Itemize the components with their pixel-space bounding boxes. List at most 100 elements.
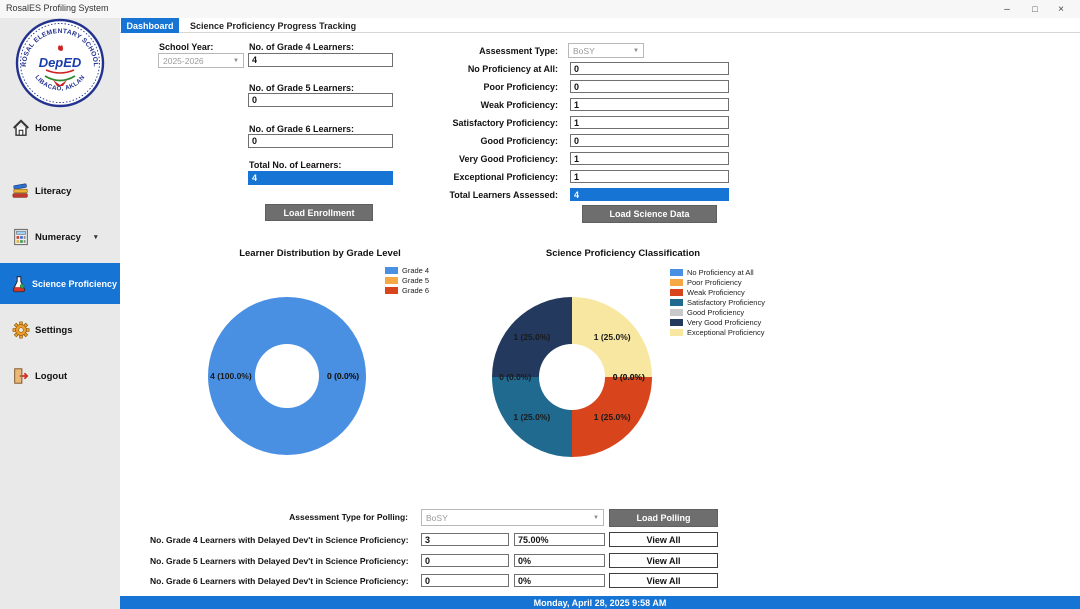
no-proficiency-label: No Proficiency at All: xyxy=(467,64,558,74)
legend-label: Grade 4 xyxy=(402,266,430,275)
assessment-type-dropdown[interactable]: BoSY ▼ xyxy=(568,43,644,58)
very-good-proficiency-input[interactable] xyxy=(570,152,729,165)
sidebar-item-settings[interactable]: Settings xyxy=(12,320,72,340)
good-proficiency-input[interactable] xyxy=(570,134,729,147)
legend-swatch xyxy=(670,279,683,286)
sidebar: ROSAL ELEMENTARY SCHOOL LIBACAO, AKLAN D… xyxy=(0,18,120,609)
school-year-dropdown[interactable]: 2025-2026 ▼ xyxy=(158,53,244,68)
weak-proficiency-input[interactable] xyxy=(570,98,729,111)
legend-swatch xyxy=(670,299,683,306)
polling-grade5-count-input[interactable] xyxy=(421,554,509,567)
legend-label: Poor Proficiency xyxy=(687,278,742,287)
chevron-down-icon[interactable]: ▾ xyxy=(93,234,98,241)
chevron-down-icon: ▼ xyxy=(233,57,239,64)
load-polling-button[interactable]: Load Polling xyxy=(609,509,718,527)
legend-label: Grade 5 xyxy=(402,276,430,285)
satisfactory-proficiency-input[interactable] xyxy=(570,116,729,129)
sidebar-item-science-proficiency[interactable]: Science Proficiency xyxy=(0,263,120,304)
load-science-data-button[interactable]: Load Science Data xyxy=(582,205,717,223)
chart1-donut: 4 (100.0%) 0 (0.0%) 0 (0.0%) xyxy=(208,297,366,455)
very-good-proficiency-label: Very Good Proficiency: xyxy=(458,154,558,164)
polling-type-dropdown[interactable]: BoSY ▼ xyxy=(421,509,604,526)
weak-proficiency-label: Weak Proficiency: xyxy=(480,100,558,110)
polling-grade6-percent-input[interactable] xyxy=(514,574,605,587)
view-all-grade4-button[interactable]: View All xyxy=(609,532,718,547)
sidebar-item-logout[interactable]: Logout xyxy=(12,366,67,386)
grade5-label: No. of Grade 5 Learners: xyxy=(249,83,355,93)
tab-dashboard[interactable]: Dashboard xyxy=(121,18,179,33)
total-learners-assessed-input[interactable] xyxy=(570,188,729,201)
polling-row-grade4: No. Grade 4 Learners with Delayed Dev't … xyxy=(150,532,730,547)
assessment-row: Poor Proficiency: xyxy=(430,80,731,93)
slice-label: 0 (0.0%) xyxy=(327,371,360,381)
poor-proficiency-label: Poor Proficiency: xyxy=(483,82,558,92)
legend-label: No Proficiency at All xyxy=(687,268,754,277)
slice-label: 1 (25.0%) xyxy=(593,412,631,423)
view-all-grade5-button[interactable]: View All xyxy=(609,553,718,568)
exceptional-proficiency-input[interactable] xyxy=(570,170,729,183)
window-title: RosalES Profiling System xyxy=(6,3,109,13)
sidebar-item-numeracy[interactable]: Numeracy ▾ xyxy=(12,227,97,247)
view-all-grade6-button[interactable]: View All xyxy=(609,573,718,588)
total-learners-assessed-label: Total Learners Assessed: xyxy=(449,190,558,200)
grade5-input[interactable] xyxy=(248,93,393,107)
slice-label: 0 (0.0%) xyxy=(499,372,532,382)
tab-science-proficiency-progress-tracking[interactable]: Science Proficiency Progress Tracking xyxy=(190,20,357,31)
total-learners-input[interactable] xyxy=(248,171,393,185)
poor-proficiency-input[interactable] xyxy=(570,80,729,93)
chevron-down-icon: ▼ xyxy=(593,514,599,521)
assessment-type-value: BoSY xyxy=(573,45,595,56)
sidebar-item-label: Science Proficiency xyxy=(32,278,118,289)
sidebar-item-label: Home xyxy=(35,122,62,134)
total-learners-label: Total No. of Learners: xyxy=(249,160,342,170)
legend-item: Grade 4 xyxy=(385,266,429,275)
polling-grade5-percent-input[interactable] xyxy=(514,554,605,567)
sidebar-item-label: Logout xyxy=(35,370,68,382)
legend-item: Grade 6 xyxy=(385,286,429,295)
polling-row-grade6: No. Grade 6 Learners with Delayed Dev't … xyxy=(150,573,730,588)
school-year-label: School Year: xyxy=(159,42,214,52)
polling-grade6-count-input[interactable] xyxy=(421,574,509,587)
polling-grade6-label: No. Grade 6 Learners with Delayed Dev't … xyxy=(150,576,409,586)
sidebar-item-home[interactable]: Home xyxy=(12,118,61,138)
maximize-button[interactable]: □ xyxy=(1032,4,1038,14)
satisfactory-proficiency-label: Satisfactory Proficiency: xyxy=(452,118,558,128)
legend-item: Satisfactory Proficiency xyxy=(670,298,765,307)
legend-swatch xyxy=(670,319,683,326)
assessment-row: Good Proficiency: xyxy=(430,134,731,147)
load-enrollment-button[interactable]: Load Enrollment xyxy=(265,204,373,221)
chart2-legend: No Proficiency at All Poor Proficiency Wea… xyxy=(670,268,765,338)
polling-grade4-percent-input[interactable] xyxy=(514,533,605,546)
legend-swatch xyxy=(670,269,683,276)
legend-swatch xyxy=(385,277,398,284)
minimize-button[interactable]: – xyxy=(1004,3,1010,15)
legend-swatch xyxy=(385,287,398,294)
school-logo: ROSAL ELEMENTARY SCHOOL LIBACAO, AKLAN D… xyxy=(15,18,105,108)
sidebar-item-literacy[interactable]: Literacy xyxy=(12,181,71,201)
legend-label: Good Proficiency xyxy=(687,308,745,317)
status-datetime: Monday, April 28, 2025 9:58 AM xyxy=(533,597,667,608)
polling-type-label: Assessment Type for Polling: xyxy=(289,512,408,522)
sidebar-item-label: Settings xyxy=(35,324,73,336)
legend-swatch xyxy=(670,329,683,336)
chevron-down-icon: ▼ xyxy=(633,47,639,54)
polling-grade4-count-input[interactable] xyxy=(421,533,509,546)
legend-swatch xyxy=(670,289,683,296)
assessment-row: Weak Proficiency: xyxy=(430,98,731,111)
legend-label: Very Good Proficiency xyxy=(687,318,762,327)
legend-item: No Proficiency at All xyxy=(670,268,765,277)
legend-label: Grade 6 xyxy=(402,286,430,295)
chart2-donut: 0 (0.0%) 0 (0.0%) 1 (25.0%) 1 (25.0%) 0 (0.0… xyxy=(492,297,652,457)
polling-grade5-label: No. Grade 5 Learners with Delayed Dev't … xyxy=(150,556,409,566)
grade6-input[interactable] xyxy=(248,134,393,148)
status-bar: Monday, April 28, 2025 9:58 AM xyxy=(120,596,1080,609)
assessment-row: No Proficiency at All: xyxy=(430,62,731,75)
legend-swatch xyxy=(385,267,398,274)
grade4-input[interactable] xyxy=(248,53,393,67)
assessment-row: Total Learners Assessed: xyxy=(430,188,731,201)
flask-icon xyxy=(12,275,26,292)
close-button[interactable]: × xyxy=(1058,3,1064,15)
legend-item: Weak Proficiency xyxy=(670,288,765,297)
polling-grade4-label: No. Grade 4 Learners with Delayed Dev't … xyxy=(150,535,409,545)
no-proficiency-input[interactable] xyxy=(570,62,729,75)
